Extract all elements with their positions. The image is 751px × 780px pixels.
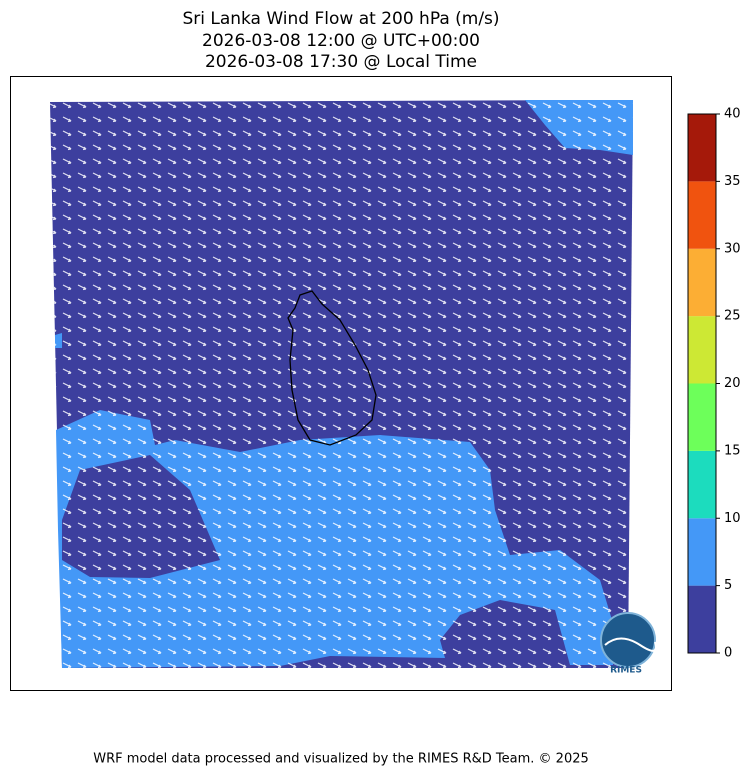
footer: WRF model data processed and visualized … [93,752,589,767]
colorbar-tick-label: 20 [724,376,741,391]
colorbar-tick-label: 35 [724,174,741,189]
logo-text: RIMES [610,666,642,676]
title-line: 2026-03-08 12:00 @ UTC+00:00 [202,31,480,51]
logo: RIMES [600,612,657,676]
colorbar-tick-label: 25 [724,309,741,324]
map-frame [10,76,672,691]
title-line: Sri Lanka Wind Flow at 200 hPa (m/s) [182,9,499,29]
wind-map [50,100,633,668]
colorbar-segment [688,450,716,519]
colorbar-tick-label: 40 [724,107,741,122]
colorbar-segment [688,585,716,653]
colorbar-segment [688,518,716,586]
colorbar-tick-label: 5 [724,578,732,593]
colorbar-segment [688,181,716,249]
colorbar: 0 5 10 15 20 25 30 35 40 [687,107,741,661]
colorbar-tick-label: 15 [724,443,741,458]
colorbar-tick-label: 10 [724,511,741,526]
colorbar-tick-label: 0 [724,646,732,661]
colorbar-segment [688,383,716,451]
title-line: 2026-03-08 17:30 @ Local Time [205,52,477,72]
colorbar-tick-label: 30 [724,241,741,256]
colorbar-segment [688,316,716,384]
colorbar-segment [688,114,716,182]
colorbar-segment [688,248,716,317]
